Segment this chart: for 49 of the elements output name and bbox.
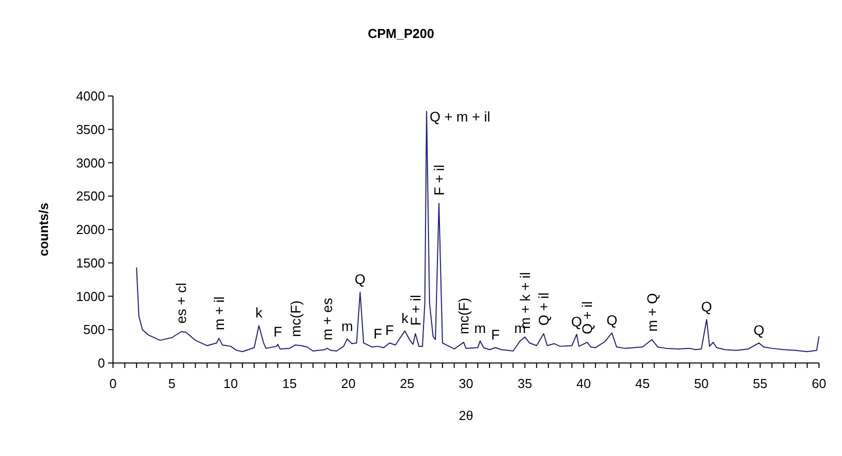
annotation: m + Q: [644, 293, 660, 332]
annotation: m + es: [319, 298, 336, 340]
y-tick-label: 2500: [76, 188, 105, 204]
y-tick-label: 3500: [76, 122, 105, 137]
annotation: Q: [571, 313, 582, 330]
x-tick-label: 20: [341, 376, 356, 391]
annotation: mc(F): [287, 300, 304, 337]
x-tick-label: 10: [223, 376, 238, 391]
y-tick-label: 1000: [76, 288, 105, 304]
x-tick-label: 45: [635, 376, 650, 391]
x-tick-label: 25: [400, 376, 414, 391]
annotation: m + il: [210, 296, 227, 330]
y-tick-label: 0: [98, 356, 105, 371]
annotation: Q + il: [536, 292, 552, 326]
annotation: k: [401, 310, 410, 326]
annotation: es + cl: [173, 282, 190, 324]
annotation: Q + m + il: [430, 108, 490, 124]
annotation: F: [373, 325, 382, 342]
y-tick-label: 3000: [76, 155, 105, 170]
x-tick-label: 40: [576, 376, 591, 391]
annotation: F: [491, 326, 500, 343]
x-tick-label: 0: [109, 376, 117, 391]
annotation: Q: [354, 271, 366, 288]
x-tick-label: 55: [752, 376, 768, 391]
y-axis-title: counts/s: [36, 202, 51, 256]
line-series: [136, 110, 820, 352]
annotation: k: [255, 304, 264, 321]
annotation: mc(F): [456, 298, 472, 334]
annotation: F: [273, 323, 282, 340]
annotation: F + il: [430, 164, 447, 196]
x-axis-title: 2θ: [458, 408, 474, 423]
x-tick-label: 15: [282, 376, 297, 391]
annotation: m: [474, 320, 486, 336]
chart-title: CPM_P200: [368, 26, 434, 41]
y-tick-label: 500: [83, 322, 105, 338]
annotation: Q: [754, 322, 765, 338]
y-tick-label: 2000: [76, 222, 105, 238]
annotation: Q: [701, 298, 712, 315]
y-tick-label: 1500: [76, 255, 105, 270]
y-tick-label: 4000: [76, 88, 105, 104]
annotation: m: [341, 318, 353, 334]
annotation: F + il: [407, 294, 424, 326]
x-tick-label: 35: [518, 376, 532, 391]
x-tick-label: 30: [458, 376, 474, 391]
annotation: F: [385, 322, 394, 338]
x-tick-label: 60: [812, 376, 826, 391]
annotation: Q: [606, 312, 618, 328]
x-tick-label: 5: [168, 376, 176, 391]
x-tick-label: 50: [694, 376, 709, 391]
